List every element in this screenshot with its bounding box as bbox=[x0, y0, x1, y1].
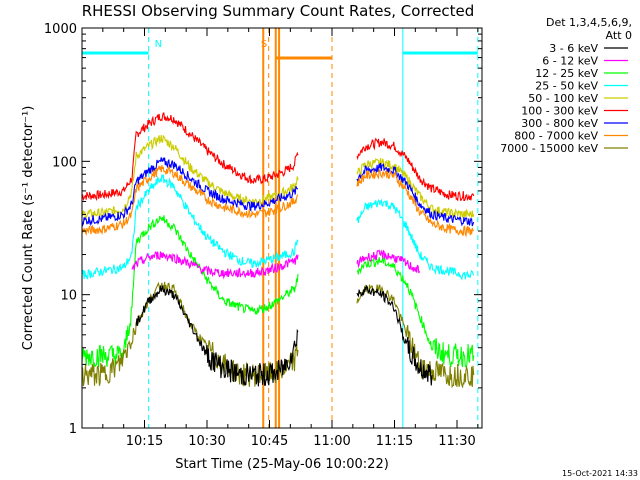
series-line-5 bbox=[81, 215, 475, 368]
legend-label-1: 6 - 12 keV bbox=[542, 55, 598, 68]
legend-label-8: 7000 - 15000 keV bbox=[500, 142, 598, 155]
status-segments bbox=[82, 51, 478, 60]
x-tick-label-1: 10:30 bbox=[188, 434, 225, 449]
y-tick-label-1: 10 bbox=[60, 289, 77, 304]
series-line-3 bbox=[81, 164, 475, 238]
plot-frame bbox=[81, 27, 483, 429]
series-line-4 bbox=[81, 174, 475, 281]
x-tick-label-0: 10:15 bbox=[126, 434, 163, 449]
annotation-n: N bbox=[155, 39, 162, 50]
annotation-s: S bbox=[261, 39, 267, 50]
legend-label-3: 25 - 50 keV bbox=[535, 80, 598, 93]
series-line-1 bbox=[81, 134, 475, 221]
legend-label-4: 50 - 100 keV bbox=[528, 92, 598, 105]
series-line-0 bbox=[81, 112, 475, 202]
series-line-8 bbox=[135, 284, 433, 387]
footer-timestamp: 15-Oct-2021 14:33 bbox=[562, 469, 638, 478]
x-axis-label: Start Time (25-May-06 10:00:22) bbox=[175, 457, 389, 472]
series-lines bbox=[81, 112, 475, 389]
legend-header-line2: Att 0 bbox=[606, 29, 632, 42]
x-tick-label-2: 10:45 bbox=[251, 434, 288, 449]
legend-label-5: 100 - 300 keV bbox=[521, 105, 598, 118]
x-tick-label-4: 11:15 bbox=[376, 434, 413, 449]
chart-title: RHESSI Observing Summary Count Rates, Co… bbox=[82, 2, 475, 20]
legend-label-6: 300 - 800 keV bbox=[521, 117, 598, 130]
legend-header-line1: Det 1,3,4,5,6,9, bbox=[546, 16, 632, 29]
series-line-2 bbox=[81, 157, 475, 227]
y-tick-label-0: 1 bbox=[69, 422, 77, 437]
legend-label-2: 12 - 25 keV bbox=[535, 67, 598, 80]
x-tick-label-3: 11:00 bbox=[313, 434, 350, 449]
legend-label-0: 3 - 6 keV bbox=[549, 42, 598, 55]
x-tick-label-5: 11:30 bbox=[438, 434, 475, 449]
axes: 10:15 10:30 10:45 11:00 11:15 11:30 1 10 100 1000 bbox=[44, 22, 482, 449]
y-tick-label-2: 100 bbox=[52, 155, 77, 170]
series-line-6 bbox=[131, 249, 421, 280]
legend-label-7: 800 - 7000 keV bbox=[514, 130, 598, 143]
y-axis-label: Corrected Count Rate (s⁻¹ detector⁻¹) bbox=[21, 106, 36, 351]
y-tick-label-3: 1000 bbox=[44, 22, 77, 37]
